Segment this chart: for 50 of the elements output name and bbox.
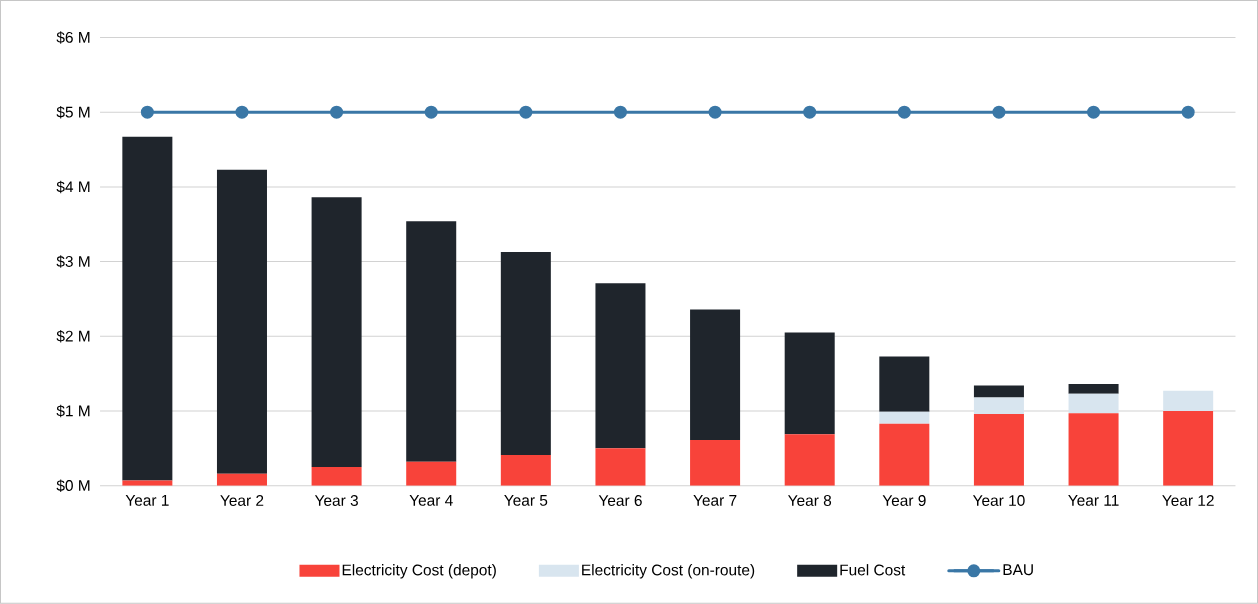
x-tick-label: Year 9 bbox=[882, 495, 926, 507]
x-tick-label: Year 11 bbox=[1068, 495, 1119, 506]
legend-label: Fuel Cost bbox=[840, 564, 906, 576]
x-tick-label: Year 10 bbox=[972, 495, 1025, 507]
bar bbox=[1163, 390, 1214, 412]
bar bbox=[784, 434, 835, 486]
x-tick-label: Year 6 bbox=[598, 495, 642, 507]
bar bbox=[1068, 393, 1119, 414]
bar bbox=[879, 423, 930, 486]
x-tick-label: Year 4 bbox=[409, 495, 453, 506]
bar bbox=[690, 440, 741, 486]
bar bbox=[784, 332, 835, 435]
y-tick-label: $6 M bbox=[56, 31, 90, 44]
x-tick-label: Year 8 bbox=[787, 495, 832, 507]
bar bbox=[406, 461, 457, 486]
bar bbox=[595, 283, 646, 449]
legend-label: Electricity Cost (depot) bbox=[342, 564, 496, 579]
bar bbox=[879, 411, 930, 424]
y-tick-label: $3 M bbox=[56, 255, 90, 268]
x-tick-label: Year 12 bbox=[1162, 495, 1214, 507]
bar bbox=[406, 221, 457, 462]
bar bbox=[122, 136, 173, 481]
bar bbox=[1068, 413, 1119, 486]
bar bbox=[1068, 384, 1119, 394]
bar bbox=[216, 473, 267, 486]
bar bbox=[500, 455, 551, 486]
bar bbox=[690, 309, 741, 441]
bar bbox=[595, 448, 646, 486]
x-tick-label: Year 2 bbox=[220, 495, 264, 507]
bar bbox=[311, 197, 362, 468]
x-tick-label: Year 3 bbox=[314, 495, 358, 507]
x-tick-label: Year 5 bbox=[504, 495, 548, 506]
bar bbox=[216, 169, 267, 474]
bar bbox=[311, 467, 362, 486]
bar bbox=[122, 480, 173, 486]
bar bbox=[973, 397, 1024, 415]
y-tick-label: $0 M bbox=[56, 479, 90, 493]
bar bbox=[500, 252, 551, 456]
y-tick-label: $1 M bbox=[56, 404, 90, 418]
x-tick-label: Year 7 bbox=[693, 495, 737, 506]
x-tick-label: Year 1 bbox=[125, 495, 169, 506]
bar bbox=[973, 414, 1024, 486]
legend-label: BAU bbox=[1003, 564, 1033, 576]
y-tick-label: $4 M bbox=[56, 180, 90, 194]
bar bbox=[879, 356, 930, 412]
y-tick-label: $5 M bbox=[56, 106, 90, 119]
bar bbox=[973, 385, 1024, 398]
y-tick-label: $2 M bbox=[56, 330, 90, 343]
bar bbox=[1163, 411, 1214, 486]
legend-label: Electricity Cost (on-route) bbox=[582, 564, 755, 579]
